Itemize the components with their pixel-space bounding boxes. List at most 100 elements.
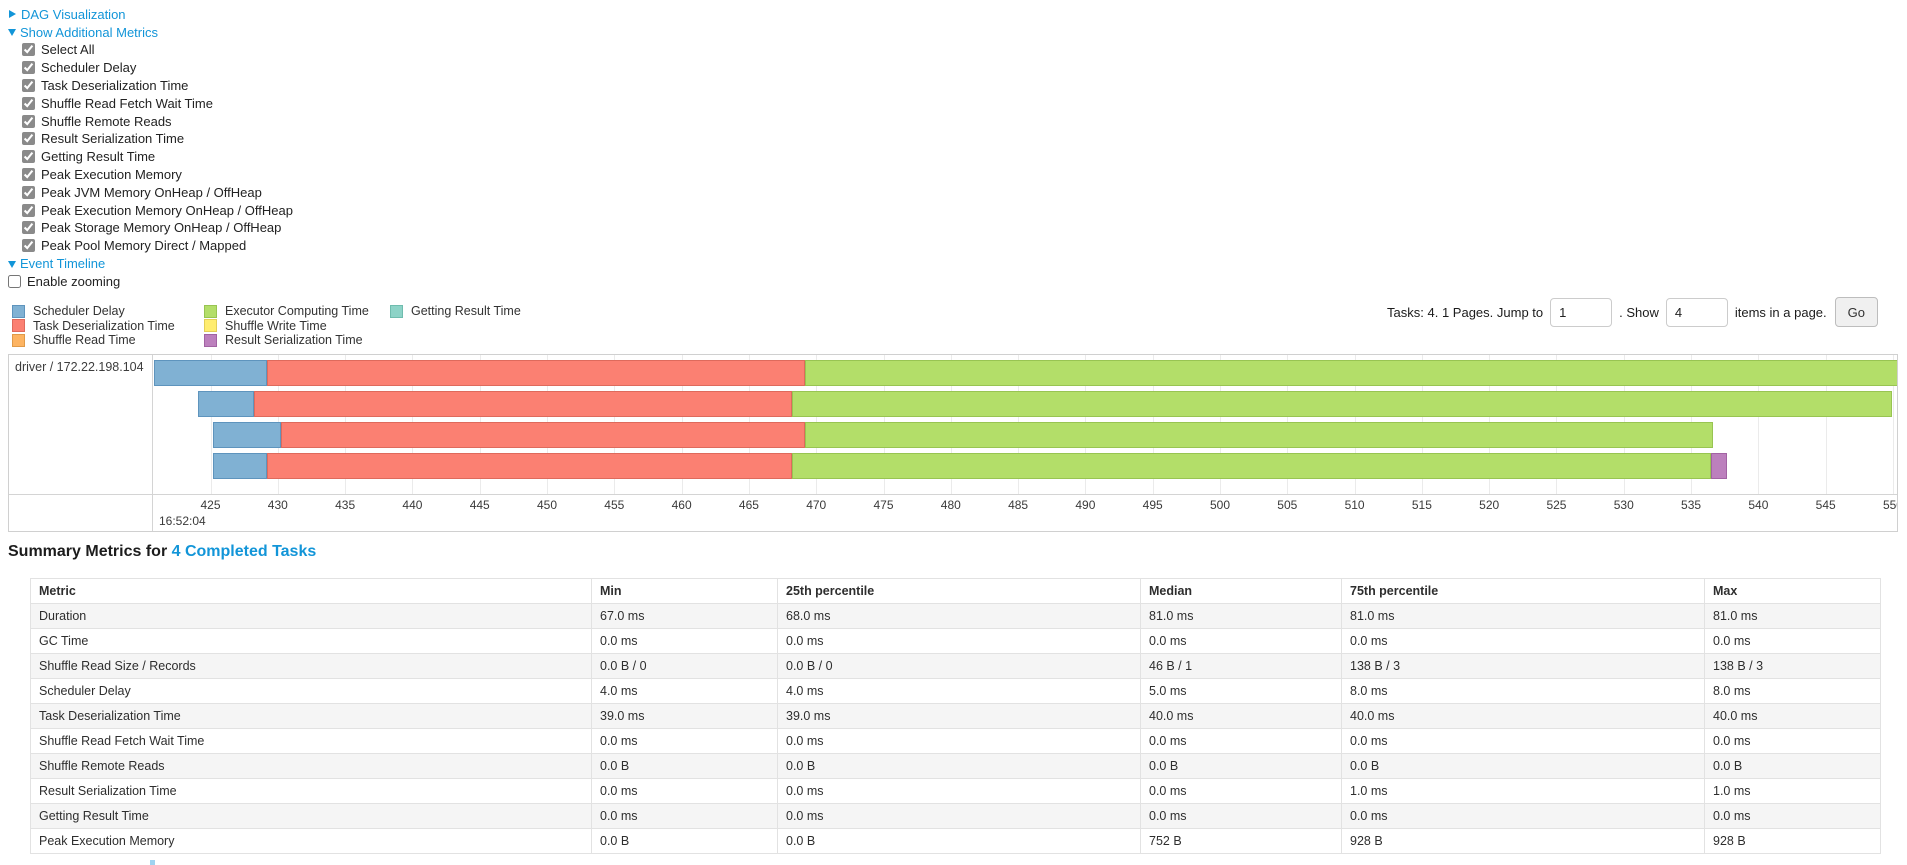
task-bar-segment-executor-computing[interactable] <box>791 453 1712 479</box>
table-row: Getting Result Time 0.0 ms 0.0 ms 0.0 ms 0.0… <box>30 803 1881 829</box>
summary-metrics-table: Metric Min 25th percentile Median 75th perce… <box>30 578 1881 854</box>
completed-tasks-link[interactable]: 4 Completed Tasks <box>171 543 317 560</box>
axis-tick-label: 460 <box>671 498 692 512</box>
axis-tick-label: 455 <box>604 498 625 512</box>
metric-name-cell: Peak Execution Memory <box>30 828 592 854</box>
metric-checkbox[interactable] <box>22 221 35 235</box>
metric-name-cell: Shuffle Read Fetch Wait Time <box>30 728 592 754</box>
metric-value-cell: 81.0 ms <box>1341 603 1705 629</box>
task-bar-segment-task-deserialization[interactable] <box>267 360 806 386</box>
event-timeline-toggle[interactable]: Event Timeline <box>8 255 293 273</box>
axis-tick-label: 475 <box>873 498 894 512</box>
legend-label: Getting Result Time <box>411 304 521 319</box>
enable-zooming-label: Enable zooming <box>27 274 121 290</box>
metric-checkbox[interactable] <box>22 167 35 181</box>
table-row: Task Deserialization Time 39.0 ms 39.0 ms 4… <box>30 703 1881 729</box>
event-timeline-label: Event Timeline <box>20 256 106 272</box>
legend-label: Scheduler Delay <box>33 304 125 319</box>
jump-to-page-input[interactable] <box>1550 297 1613 327</box>
items-per-page-input[interactable] <box>1665 297 1728 327</box>
axis-tick-label: 545 <box>1815 498 1836 512</box>
task-pagination: Tasks: 4. 1 Pages. Jump to . Show items … <box>1387 297 1878 327</box>
legend-label: Task Deserialization Time <box>33 318 175 333</box>
metric-value-cell: 0.0 B <box>591 753 778 779</box>
legend-swatch-shuffle-write <box>204 319 217 333</box>
metric-checkbox[interactable] <box>22 78 35 92</box>
legend-swatch-result-serialization <box>204 333 217 347</box>
metric-checkbox-row: Result Serialization Time <box>22 130 293 148</box>
axis-tick-label: 485 <box>1008 498 1029 512</box>
task-bar-segment-scheduler-delay[interactable] <box>154 360 268 386</box>
task-bar-segment-executor-computing[interactable] <box>791 391 1892 417</box>
metric-value-cell: 40.0 ms <box>1704 703 1881 729</box>
collapsed-arrow-icon <box>9 10 16 18</box>
metric-value-cell: 0.0 ms <box>1140 803 1342 829</box>
metric-checkbox[interactable] <box>22 239 35 253</box>
metric-checkbox-row: Peak Pool Memory Direct / Mapped <box>22 237 293 255</box>
task-bar-segment-executor-computing[interactable] <box>805 422 1713 448</box>
metric-value-cell: 0.0 ms <box>1341 803 1705 829</box>
axis-tick-label: 525 <box>1546 498 1567 512</box>
metric-checkbox[interactable] <box>22 61 35 75</box>
task-bar-segment-executor-computing[interactable] <box>805 360 1897 386</box>
task-bar-segment-task-deserialization[interactable] <box>267 453 792 479</box>
metric-name-cell: Getting Result Time <box>30 803 592 829</box>
metric-value-cell: 0.0 ms <box>777 778 1141 804</box>
legend-column: Executor Computing Time Shuffle Write Tim… <box>204 304 390 348</box>
column-header: Median <box>1140 578 1342 604</box>
metric-value-cell: 138 B / 3 <box>1704 653 1881 679</box>
legend-label: Result Serialization Time <box>225 333 363 348</box>
metric-checkbox-label: Task Deserialization Time <box>41 77 189 93</box>
items-in-page-text: items in a page. <box>1734 304 1827 320</box>
task-bar-segment-task-deserialization[interactable] <box>280 422 806 448</box>
metric-value-cell: 0.0 ms <box>1704 803 1881 829</box>
metric-value-cell: 0.0 B <box>1704 753 1881 779</box>
metric-checkbox[interactable] <box>22 132 35 146</box>
legend-swatch-shuffle-read <box>12 333 25 347</box>
metric-value-cell: 0.0 ms <box>591 803 778 829</box>
metric-value-cell: 138 B / 3 <box>1341 653 1705 679</box>
show-additional-metrics-toggle[interactable]: Show Additional Metrics <box>8 23 293 41</box>
metric-checkbox[interactable] <box>22 43 35 57</box>
show-additional-metrics-label: Show Additional Metrics <box>20 24 159 40</box>
axis-tick-label: 510 <box>1344 498 1365 512</box>
metric-checkbox-label: Getting Result Time <box>41 149 156 165</box>
executor-row-label: driver / 172.22.198.104 <box>15 360 144 374</box>
metric-value-cell: 0.0 ms <box>591 778 778 804</box>
metric-checkbox[interactable] <box>22 185 35 199</box>
legend-item: Shuffle Read Time <box>12 333 204 348</box>
go-button[interactable]: Go <box>1834 297 1878 327</box>
metric-checkbox[interactable] <box>22 96 35 110</box>
column-header: Max <box>1704 578 1881 604</box>
metric-checkbox[interactable] <box>22 150 35 164</box>
metric-value-cell: 4.0 ms <box>591 678 778 704</box>
task-bar-segment-task-deserialization[interactable] <box>253 391 792 417</box>
axis-tick-label: 530 <box>1613 498 1634 512</box>
metric-checkbox-row: Peak Execution Memory <box>22 166 293 184</box>
gridline <box>1892 355 1894 494</box>
metric-value-cell: 40.0 ms <box>1140 703 1342 729</box>
axis-tick-label: 445 <box>469 498 490 512</box>
enable-zooming-checkbox[interactable] <box>8 275 21 289</box>
axis-tick-label: 500 <box>1209 498 1230 512</box>
metric-value-cell: 0.0 ms <box>1140 728 1342 754</box>
metric-checkbox-label: Scheduler Delay <box>41 60 137 76</box>
metric-value-cell: 0.0 B / 0 <box>591 653 778 679</box>
metric-checkbox[interactable] <box>22 203 35 217</box>
legend-swatch-scheduler-delay <box>12 304 25 318</box>
task-bar-segment-scheduler-delay[interactable] <box>198 391 254 417</box>
legend-column: Scheduler Delay Task Deserialization Time… <box>12 304 204 348</box>
metric-checkbox[interactable] <box>22 114 35 128</box>
legend-swatch-getting-result <box>390 304 403 318</box>
table-row: Shuffle Read Size / Records 0.0 B / 0 0.0 … <box>30 653 1881 679</box>
metric-value-cell: 0.0 ms <box>591 628 778 654</box>
task-bar-segment-scheduler-delay[interactable] <box>213 422 281 448</box>
summary-metrics-title: Summary Metrics for 4 Completed Tasks <box>8 543 316 561</box>
metric-name-cell: Duration <box>30 603 592 629</box>
task-bar-segment-scheduler-delay[interactable] <box>213 453 268 479</box>
metric-value-cell: 46 B / 1 <box>1140 653 1342 679</box>
dag-visualization-toggle[interactable]: DAG Visualization <box>8 5 293 23</box>
table-header-row: Metric Min 25th percentile Median 75th perce… <box>30 578 1881 604</box>
metric-value-cell: 8.0 ms <box>1704 678 1881 704</box>
task-bar-segment-result-serialization[interactable] <box>1711 453 1728 479</box>
